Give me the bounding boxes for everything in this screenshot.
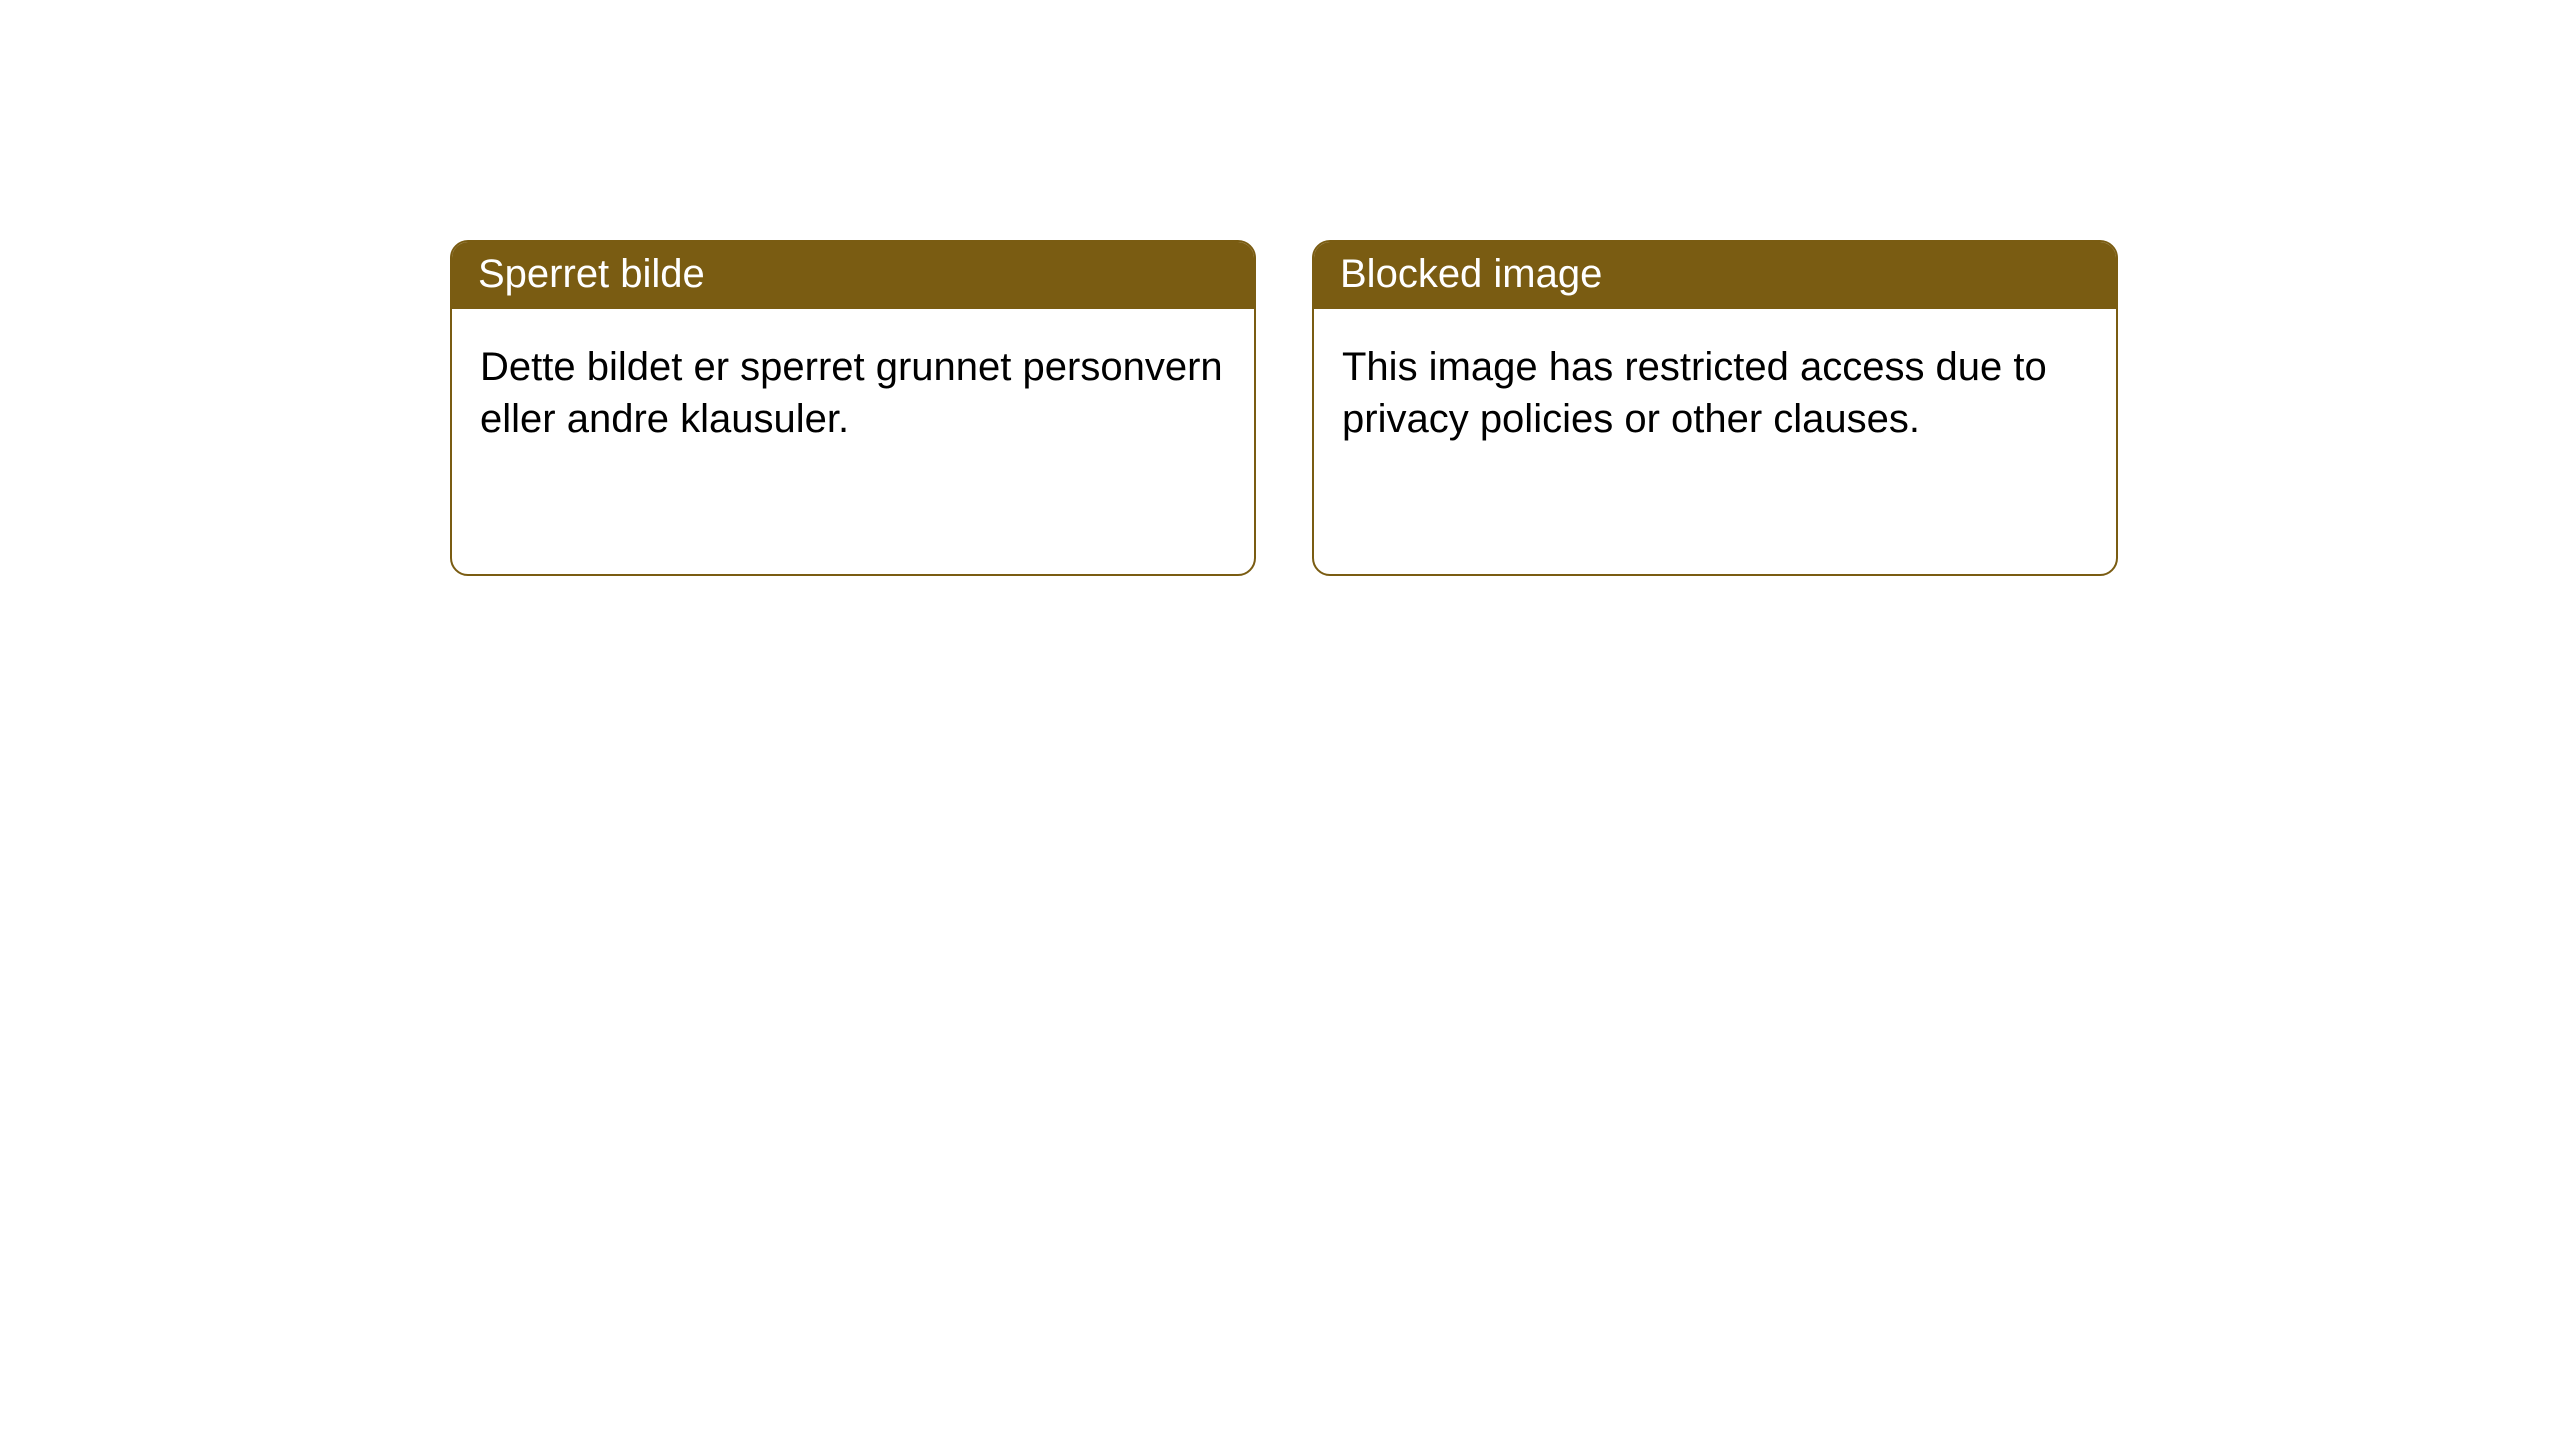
notice-card-norwegian: Sperret bilde Dette bildet er sperret gr… (450, 240, 1256, 576)
notice-header-norwegian: Sperret bilde (452, 242, 1254, 309)
notice-container: Sperret bilde Dette bildet er sperret gr… (450, 240, 2118, 576)
notice-body-norwegian: Dette bildet er sperret grunnet personve… (452, 309, 1254, 477)
notice-card-english: Blocked image This image has restricted … (1312, 240, 2118, 576)
notice-header-english: Blocked image (1314, 242, 2116, 309)
notice-body-english: This image has restricted access due to … (1314, 309, 2116, 477)
